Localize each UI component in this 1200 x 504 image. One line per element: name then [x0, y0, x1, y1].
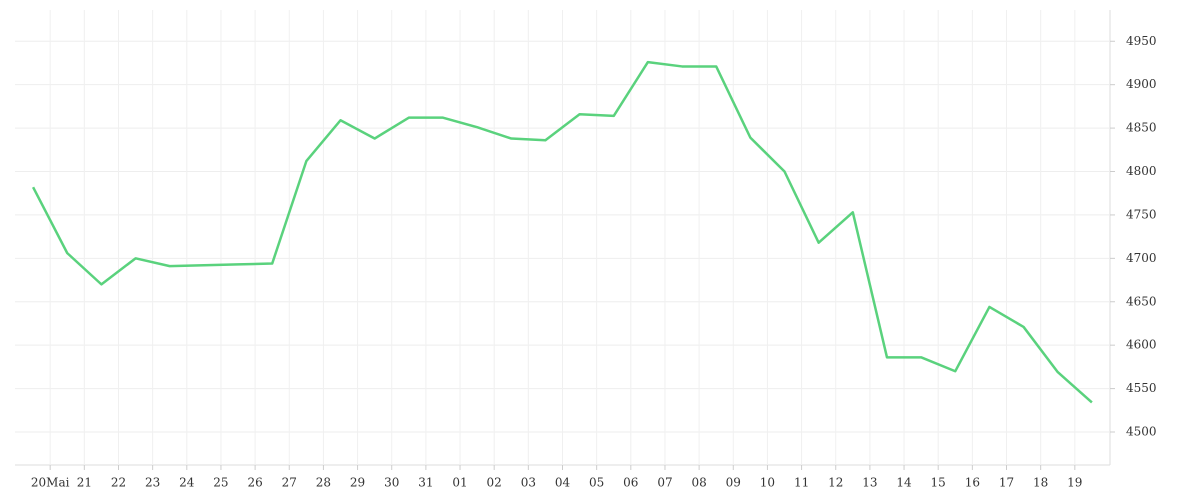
x-tick-label: 15 [931, 476, 946, 490]
x-tick-label: 24 [179, 476, 195, 490]
y-tick-label: 4800 [1126, 164, 1157, 178]
x-tick-label: 13 [862, 476, 877, 490]
x-tick-label: 18 [1033, 476, 1048, 490]
x-tick-label: 26 [247, 476, 262, 490]
x-tick-label: 01 [452, 476, 467, 490]
x-tick-label: 09 [726, 476, 741, 490]
y-tick-label: 4900 [1126, 77, 1157, 91]
x-tick-label: 08 [691, 476, 706, 490]
y-tick-label: 4700 [1126, 251, 1157, 265]
y-tick-label: 4600 [1126, 338, 1157, 352]
y-tick-label: 4650 [1126, 294, 1157, 308]
x-tick-label: 19 [1067, 476, 1082, 490]
x-tick-label: 31 [418, 476, 433, 490]
x-tick-label: 17 [999, 476, 1014, 490]
x-tick-label: 04 [555, 476, 571, 490]
x-tick-label: 23 [145, 476, 160, 490]
y-tick-label: 4950 [1126, 34, 1157, 48]
x-tick-label: 22 [111, 476, 126, 490]
y-tick-label: 4550 [1126, 381, 1157, 395]
x-tick-label: 16 [965, 476, 980, 490]
x-tick-label: 25 [213, 476, 228, 490]
x-tick-label: 29 [350, 476, 365, 490]
line [31, 60, 1093, 404]
x-tick-label: 06 [623, 476, 638, 490]
x-tick-label: 05 [589, 476, 604, 490]
x-tick-label: 10 [760, 476, 775, 490]
x-tick-label: 07 [657, 476, 672, 490]
y-tick-label: 4750 [1126, 207, 1157, 221]
x-tick-label: 03 [521, 476, 536, 490]
x-tick-label: 28 [316, 476, 331, 490]
y-tick-label: 4500 [1126, 425, 1157, 439]
x-tick-label: 20Mai [31, 476, 70, 490]
x-tick-label: 02 [487, 476, 502, 490]
x-tick-label: 30 [384, 476, 399, 490]
x-tick-label: 12 [828, 476, 843, 490]
x-tick-label: 14 [896, 476, 912, 490]
x-tick-label: 27 [282, 476, 297, 490]
y-tick-label: 4850 [1126, 121, 1157, 135]
x-tick-label: 11 [794, 476, 809, 490]
x-tick-label: 21 [77, 476, 92, 490]
